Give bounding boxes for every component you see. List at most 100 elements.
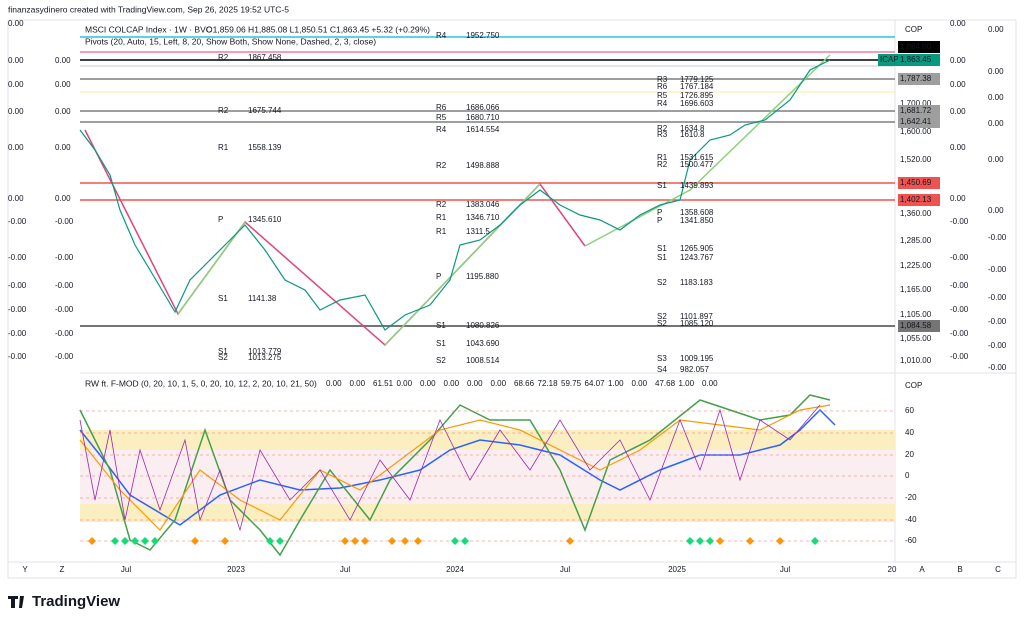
price-label: 1,681.72	[900, 106, 932, 115]
pivot-value: 1634.8	[680, 124, 705, 133]
price-label: 1,225.00	[900, 261, 932, 270]
signal-diamond	[776, 537, 784, 545]
right-axis-label: 0.00	[950, 56, 966, 65]
time-label: Jul	[121, 565, 131, 574]
pivot-value: 1009.195	[680, 354, 714, 363]
zigzag-up	[584, 54, 831, 247]
signal-diamond	[746, 537, 754, 545]
pivot-name: S2	[657, 278, 667, 287]
time-label: Jul	[560, 565, 570, 574]
price-label: 1,402.13	[900, 195, 932, 204]
left-axis-label: -0.00	[55, 352, 74, 361]
price-label: 1,787.38	[900, 74, 932, 83]
left-axis-label: 0.00	[8, 80, 24, 89]
right-axis-label: -0.00	[988, 341, 1007, 350]
mid-band	[80, 450, 895, 504]
price-label: 1,084.58	[900, 321, 932, 330]
price-label: 1,864.00	[900, 42, 932, 51]
price-currency: COP	[905, 25, 922, 34]
pivot-name: S3	[657, 354, 667, 363]
time-label: 20	[888, 565, 897, 574]
price-tag	[898, 54, 940, 66]
left-axis-label: -0.00	[55, 253, 74, 262]
right-axis-label: 0.00	[950, 80, 966, 89]
price-tag	[898, 116, 940, 128]
pivot-name: R1	[436, 227, 447, 236]
price-label: ICAP	[880, 55, 899, 64]
indicator-value: 68.66	[514, 379, 535, 388]
right-axis-label: -0.00	[950, 217, 969, 226]
left-axis-label: 0.00	[55, 80, 71, 89]
right-axis-label: 0.00	[950, 107, 966, 116]
indicator-axis-label: 0	[905, 471, 910, 480]
pivot-value: 1008.514	[466, 356, 500, 365]
left-axis-label: -0.00	[8, 305, 27, 314]
time-label: Jul	[780, 565, 790, 574]
left-axis-label: 0.00	[8, 107, 24, 116]
price-tag	[898, 41, 940, 53]
pivot-value: 1141.38	[248, 294, 277, 303]
pivot-value: 1767.184	[680, 82, 714, 91]
left-axis-label: 0.00	[8, 143, 24, 152]
price-tag	[898, 320, 940, 332]
pivot-value: 1500.477	[680, 160, 714, 169]
pivot-name: P	[657, 216, 662, 225]
price-label: 1,600.00	[900, 127, 932, 136]
legend-ohlc: O1,859.06 H1,885.08 L1,850.51 C1,863.45 …	[206, 24, 430, 34]
pivot-value: 1531.615	[680, 153, 714, 162]
pivot-name: R2	[436, 161, 447, 170]
pivot-name: R1	[657, 153, 668, 162]
pivot-value: 1439.893	[680, 181, 714, 190]
price-label: 1,450.69	[900, 178, 932, 187]
legend-pivots: Pivots (20, Auto, 15, Left, 8, 20, Show …	[85, 36, 376, 46]
left-axis-label: 0.00	[55, 194, 71, 203]
pivot-value: 1243.767	[680, 253, 714, 262]
indicator-value: 47.68	[655, 379, 676, 388]
right-axis-label: 0.00	[988, 25, 1004, 34]
right-axis-label: 0.00	[988, 119, 1004, 128]
price-label: 1,700.00	[900, 99, 932, 108]
pivot-value: 1195.880	[466, 272, 499, 281]
time-label: C	[995, 565, 1001, 574]
right-axis-label: 0.00	[988, 155, 1004, 164]
right-axis-label: -0.00	[988, 317, 1007, 326]
time-label: Z	[60, 565, 65, 574]
left-axis-label: 0.00	[8, 19, 24, 28]
left-axis-label: -0.00	[8, 329, 27, 338]
pivot-name: S2	[218, 353, 228, 362]
pivot-value: 1779.125	[680, 75, 714, 84]
time-label: 2025	[668, 565, 686, 574]
signal-diamond	[111, 537, 119, 545]
osc-blue	[79, 408, 836, 526]
pivot-name: R2	[657, 160, 668, 169]
left-axis-label: 0.00	[55, 56, 71, 65]
signal-diamond	[351, 537, 359, 545]
right-axis-label: 0.00	[950, 19, 966, 28]
pivot-value: 1696.603	[680, 99, 714, 108]
indicator-value: 1.00	[679, 379, 695, 388]
indicator-value: 72.18	[538, 379, 559, 388]
pivot-name: R4	[436, 125, 447, 134]
signal-diamond	[141, 537, 149, 545]
pivot-value: 1043.690	[466, 339, 500, 348]
pivot-value: 1383.046	[466, 200, 500, 209]
price-label: 1,285.00	[900, 236, 932, 245]
price-path	[79, 59, 831, 331]
pivot-value: 1345.610	[248, 215, 282, 224]
left-axis-label: -0.00	[8, 281, 27, 290]
price-label: 1,360.00	[900, 209, 932, 218]
indicator-axis-label: 20	[905, 450, 914, 459]
pivot-value: 1311.5	[466, 227, 490, 236]
pivot-value: 1341.850	[680, 216, 714, 225]
pivot-name: R1	[218, 143, 229, 152]
pivot-value: 1952.750	[466, 31, 500, 40]
indicator-value: 59.75	[561, 379, 582, 388]
left-axis-label: -0.00	[8, 352, 27, 361]
pivot-value: 1013.779	[248, 347, 282, 356]
pivot-name: R3	[657, 130, 668, 139]
pivot-name: R2	[657, 124, 668, 133]
indicator-value: 61.51	[373, 379, 394, 388]
signal-diamond	[566, 537, 574, 545]
pivot-value: 1558.139	[248, 143, 282, 152]
pivot-name: R4	[436, 31, 447, 40]
